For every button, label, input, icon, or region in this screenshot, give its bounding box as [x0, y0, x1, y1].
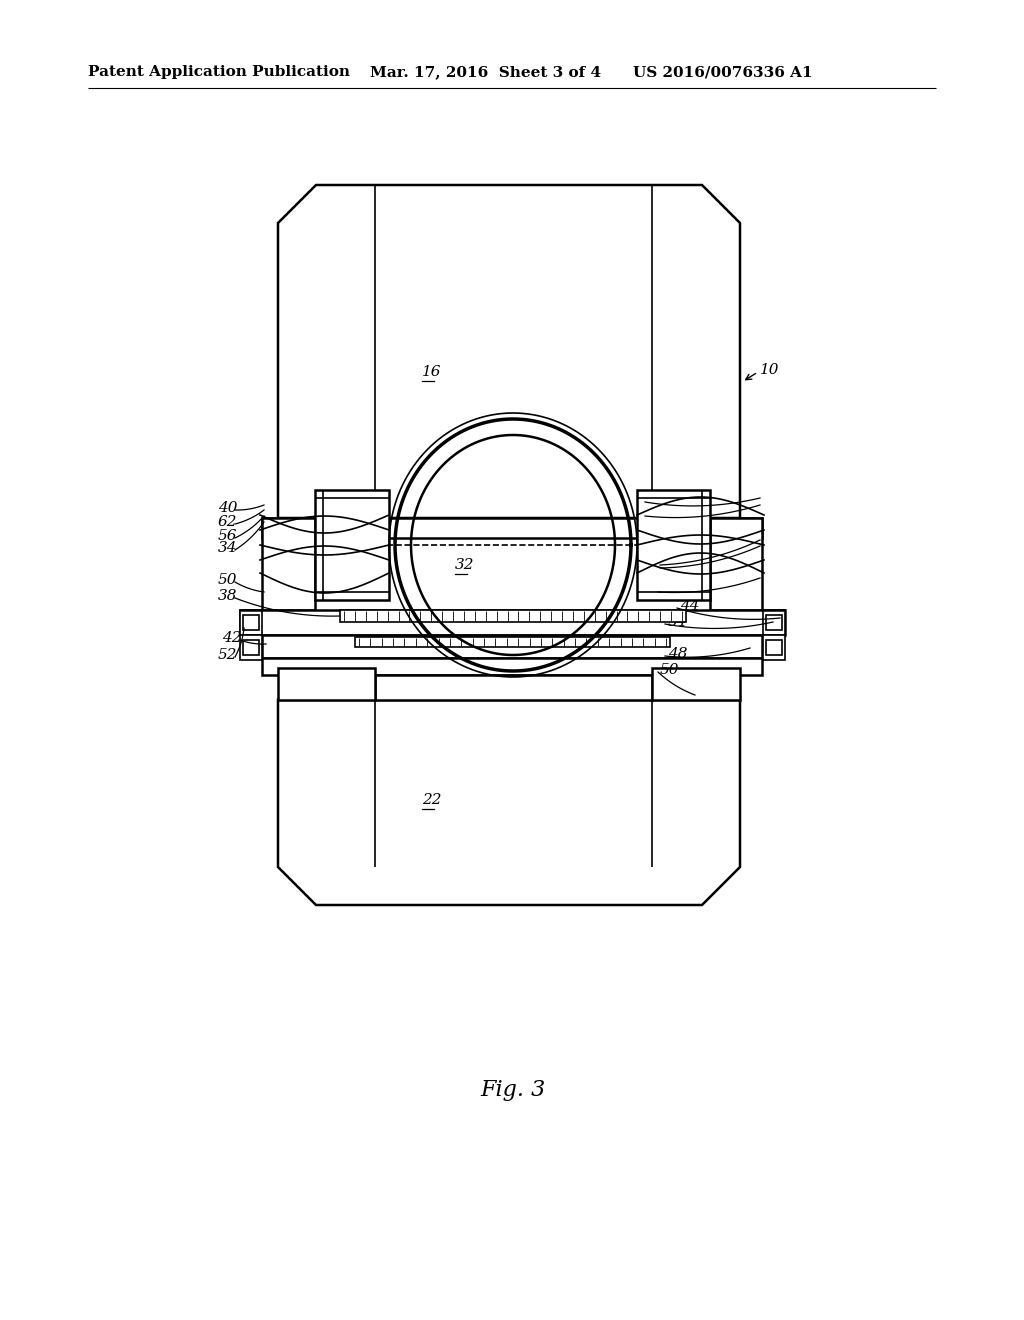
Text: 56: 56 — [648, 541, 668, 554]
Text: 36: 36 — [648, 554, 668, 569]
Text: 44: 44 — [680, 599, 699, 612]
FancyBboxPatch shape — [710, 517, 762, 610]
FancyBboxPatch shape — [340, 610, 686, 622]
Text: 38: 38 — [218, 589, 238, 603]
FancyBboxPatch shape — [243, 615, 259, 630]
Text: Mar. 17, 2016  Sheet 3 of 4: Mar. 17, 2016 Sheet 3 of 4 — [370, 65, 601, 79]
Text: 50: 50 — [660, 663, 680, 677]
FancyBboxPatch shape — [766, 640, 782, 655]
Polygon shape — [278, 185, 740, 517]
FancyBboxPatch shape — [763, 610, 785, 635]
Text: US 2016/0076336 A1: US 2016/0076336 A1 — [633, 65, 813, 79]
Text: 10: 10 — [760, 363, 779, 378]
FancyBboxPatch shape — [240, 635, 262, 660]
FancyBboxPatch shape — [240, 610, 785, 635]
FancyBboxPatch shape — [652, 668, 740, 700]
Text: 16: 16 — [422, 366, 441, 379]
FancyBboxPatch shape — [262, 635, 762, 657]
FancyBboxPatch shape — [278, 668, 375, 700]
Text: Patent Application Publication: Patent Application Publication — [88, 65, 350, 79]
FancyBboxPatch shape — [243, 640, 259, 655]
Polygon shape — [278, 700, 740, 906]
Text: 54: 54 — [668, 615, 687, 630]
Text: 30: 30 — [660, 523, 680, 537]
FancyBboxPatch shape — [262, 517, 762, 539]
Text: 48: 48 — [668, 647, 687, 661]
Text: 72: 72 — [660, 583, 680, 597]
Text: 22: 22 — [422, 793, 441, 807]
Text: 46: 46 — [648, 492, 668, 507]
Text: 40: 40 — [218, 502, 238, 515]
Text: 34: 34 — [218, 541, 238, 554]
Text: 62: 62 — [218, 515, 238, 529]
FancyBboxPatch shape — [763, 635, 785, 660]
Text: 32: 32 — [455, 558, 474, 572]
FancyBboxPatch shape — [315, 490, 389, 601]
FancyBboxPatch shape — [262, 517, 315, 610]
Text: 64: 64 — [648, 507, 668, 521]
FancyBboxPatch shape — [375, 675, 652, 700]
FancyBboxPatch shape — [355, 638, 670, 647]
Text: 50: 50 — [218, 573, 238, 587]
FancyBboxPatch shape — [240, 610, 262, 635]
Text: Fig. 3: Fig. 3 — [480, 1078, 546, 1101]
FancyBboxPatch shape — [262, 657, 762, 675]
FancyBboxPatch shape — [637, 490, 710, 601]
Text: 42: 42 — [222, 631, 242, 645]
FancyBboxPatch shape — [766, 615, 782, 630]
Text: 52: 52 — [218, 648, 238, 663]
Text: 56: 56 — [218, 529, 238, 543]
